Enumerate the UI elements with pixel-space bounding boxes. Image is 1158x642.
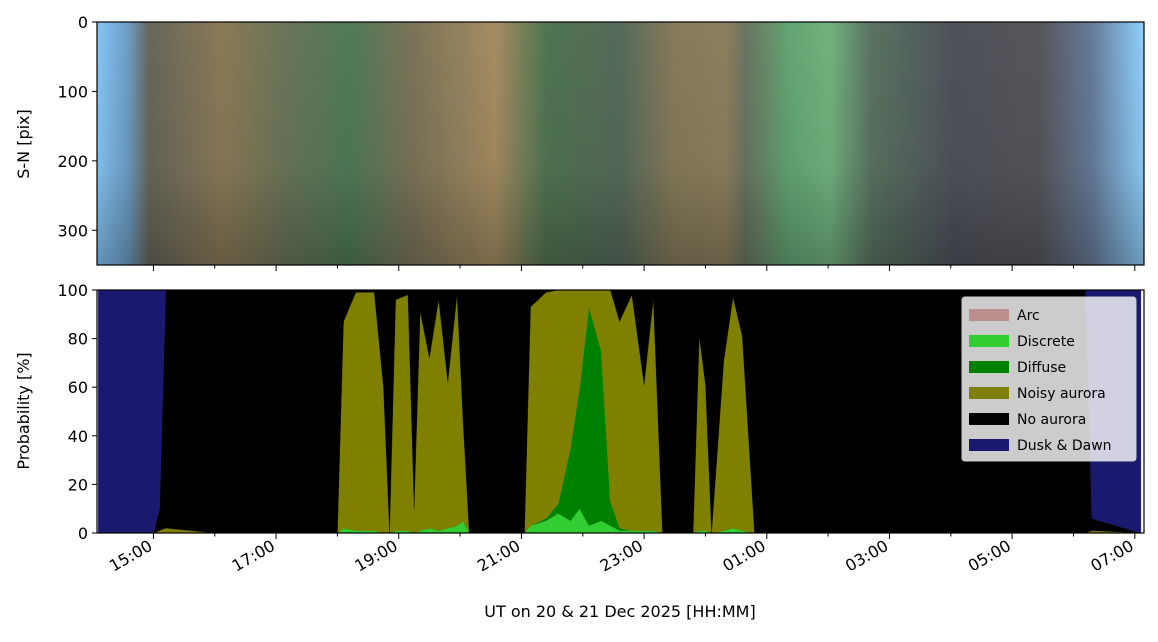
y-axis-label: S-N [pix] (14, 109, 33, 179)
legend-swatch (969, 309, 1009, 321)
y-tick-label: 80 (68, 330, 88, 349)
y-tick-label: 60 (68, 378, 88, 397)
legend-label: Dusk & Dawn (1017, 438, 1112, 454)
y-tick-label: 20 (68, 475, 88, 494)
x-tick-label: 17:00 (229, 536, 278, 576)
x-tick-label: 07:00 (1087, 536, 1136, 576)
legend-box (961, 296, 1137, 462)
legend-label: Discrete (1017, 334, 1075, 350)
legend-swatch (969, 361, 1009, 373)
legend-label: Diffuse (1017, 360, 1066, 376)
legend-swatch (969, 387, 1009, 399)
y-tick-label: 0 (78, 524, 88, 543)
x-tick-label: 15:00 (106, 536, 155, 576)
x-tick-label: 19:00 (351, 536, 400, 576)
y-tick-label: 40 (68, 427, 88, 446)
y-tick-label: 100 (57, 82, 88, 101)
x-tick-label: 01:00 (719, 536, 768, 576)
y-tick-label: 200 (57, 152, 88, 171)
keogram-shade (97, 22, 1144, 265)
legend-swatch (969, 335, 1009, 347)
legend-label: No aurora (1017, 412, 1086, 428)
x-axis-label: UT on 20 & 21 Dec 2025 [HH:MM] (484, 602, 755, 621)
x-tick-label: 03:00 (842, 536, 891, 576)
legend-swatch (969, 413, 1009, 425)
legend-label: Noisy aurora (1017, 386, 1106, 402)
y-tick-label: 300 (57, 221, 88, 240)
y-axis-label: Probability [%] (14, 352, 33, 469)
axes-frame (96, 21, 1145, 266)
legend-swatch (969, 439, 1009, 451)
x-tick-label: 21:00 (474, 536, 523, 576)
legend-label: Arc (1017, 308, 1040, 324)
x-tick-label: 23:00 (597, 536, 646, 576)
legend: Arc Discrete Diffuse Noisy aurora No aurora D… (961, 296, 1137, 462)
axes-frame (96, 289, 1145, 534)
x-tick-label: 05:00 (965, 536, 1014, 576)
y-tick-label: 0 (78, 13, 88, 32)
y-tick-label: 100 (57, 281, 88, 300)
keogram-panel (97, 22, 1144, 265)
